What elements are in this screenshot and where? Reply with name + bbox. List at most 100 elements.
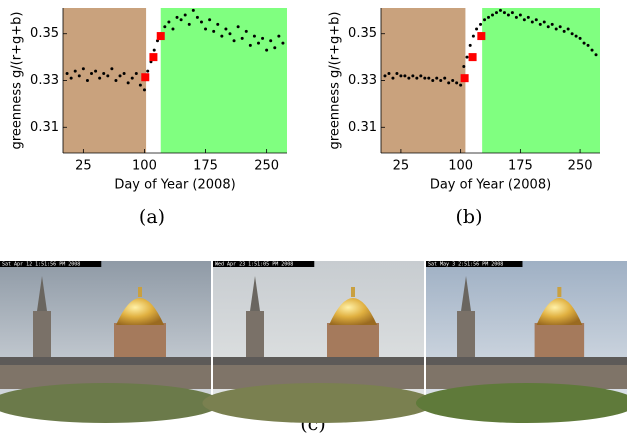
x-tick-label: 25 <box>393 159 410 174</box>
y-axis-label: greenness g/(r+g+b) <box>328 12 343 150</box>
timestamp: Sat May 3 2:51:56 PM 2008 <box>428 262 503 268</box>
church-tower <box>33 311 51 371</box>
data-point <box>570 32 574 36</box>
data-point <box>534 18 538 22</box>
timestamp-bar <box>426 261 523 267</box>
y-axis-label: greenness g/(r+g+b) <box>10 12 25 150</box>
data-point <box>566 27 570 31</box>
data-point <box>94 69 98 73</box>
data-point <box>465 55 469 59</box>
church-tower <box>457 311 476 371</box>
data-point <box>462 64 466 68</box>
data-point <box>522 18 526 22</box>
data-point <box>546 25 550 29</box>
data-point <box>554 27 558 31</box>
data-point <box>142 88 146 92</box>
data-point <box>130 76 134 80</box>
data-point <box>98 76 102 80</box>
data-point <box>468 43 472 47</box>
data-point <box>471 34 475 38</box>
data-point <box>415 76 419 80</box>
data-point <box>216 22 220 26</box>
x-axis-label: Day of Year (2008) <box>114 178 235 193</box>
data-point <box>204 27 208 31</box>
data-point <box>146 69 150 73</box>
data-point <box>582 41 586 45</box>
dome <box>536 298 583 325</box>
photo: Sat Apr 12 1:51:56 PM 2008 <box>0 261 222 423</box>
x-tick-label: 100 <box>132 159 157 174</box>
data-point <box>73 69 77 73</box>
trees <box>415 383 627 423</box>
data-point <box>407 76 411 80</box>
data-point <box>538 22 542 26</box>
y-tick-label: 0.35 <box>30 26 59 41</box>
trees <box>202 383 435 423</box>
highlight-point <box>477 32 486 41</box>
data-point <box>102 71 106 75</box>
data-point <box>69 76 73 80</box>
data-point <box>498 8 502 12</box>
data-point <box>85 79 89 82</box>
data-point <box>475 27 479 31</box>
spire <box>461 276 472 311</box>
y-tick-label: 0.33 <box>30 73 59 88</box>
data-point <box>506 13 510 17</box>
data-point <box>228 32 232 36</box>
data-point <box>199 20 203 24</box>
data-point <box>114 79 118 82</box>
data-point <box>518 13 522 17</box>
statue <box>351 287 355 297</box>
data-point <box>403 74 407 78</box>
data-point <box>455 81 459 85</box>
data-point <box>427 76 431 80</box>
data-point <box>187 22 191 26</box>
caption: (a) <box>139 206 165 228</box>
data-point <box>240 36 244 40</box>
x-tick-label: 25 <box>75 159 92 174</box>
roofs <box>213 357 424 365</box>
data-point <box>411 74 415 78</box>
data-point <box>252 34 256 38</box>
y-tick-label: 0.31 <box>30 120 59 135</box>
data-point <box>447 81 451 85</box>
dome <box>116 298 164 325</box>
data-point <box>514 15 518 19</box>
dome <box>329 298 377 325</box>
data-point <box>550 22 554 26</box>
data-point <box>183 13 187 17</box>
data-point <box>152 48 156 52</box>
data-point <box>510 11 514 15</box>
data-point <box>490 13 494 17</box>
data-point <box>586 43 590 47</box>
statue <box>557 287 562 297</box>
data-point <box>110 67 114 71</box>
statue <box>138 287 142 297</box>
timestamp-bar <box>0 261 102 267</box>
x-tick-label: 175 <box>508 159 533 174</box>
data-point <box>236 25 240 29</box>
x-tick-label: 250 <box>568 159 593 174</box>
data-point <box>419 74 423 78</box>
data-point <box>224 27 228 31</box>
data-point <box>175 15 179 19</box>
data-point <box>281 41 285 45</box>
data-point <box>122 71 126 75</box>
highlight-point <box>141 73 150 82</box>
x-tick-label: 250 <box>254 159 279 174</box>
data-point <box>439 79 443 82</box>
data-point <box>451 79 455 82</box>
data-point <box>487 15 491 19</box>
data-point <box>459 83 463 87</box>
data-point <box>167 20 171 24</box>
data-point <box>399 74 403 78</box>
caption: (b) <box>456 206 483 228</box>
data-point <box>391 76 395 80</box>
data-point <box>578 36 582 40</box>
data-point <box>244 29 248 33</box>
x-axis-label: Day of Year (2008) <box>430 178 551 193</box>
data-point <box>77 74 81 78</box>
y-tick-label: 0.31 <box>348 120 377 135</box>
season-region <box>63 8 147 153</box>
